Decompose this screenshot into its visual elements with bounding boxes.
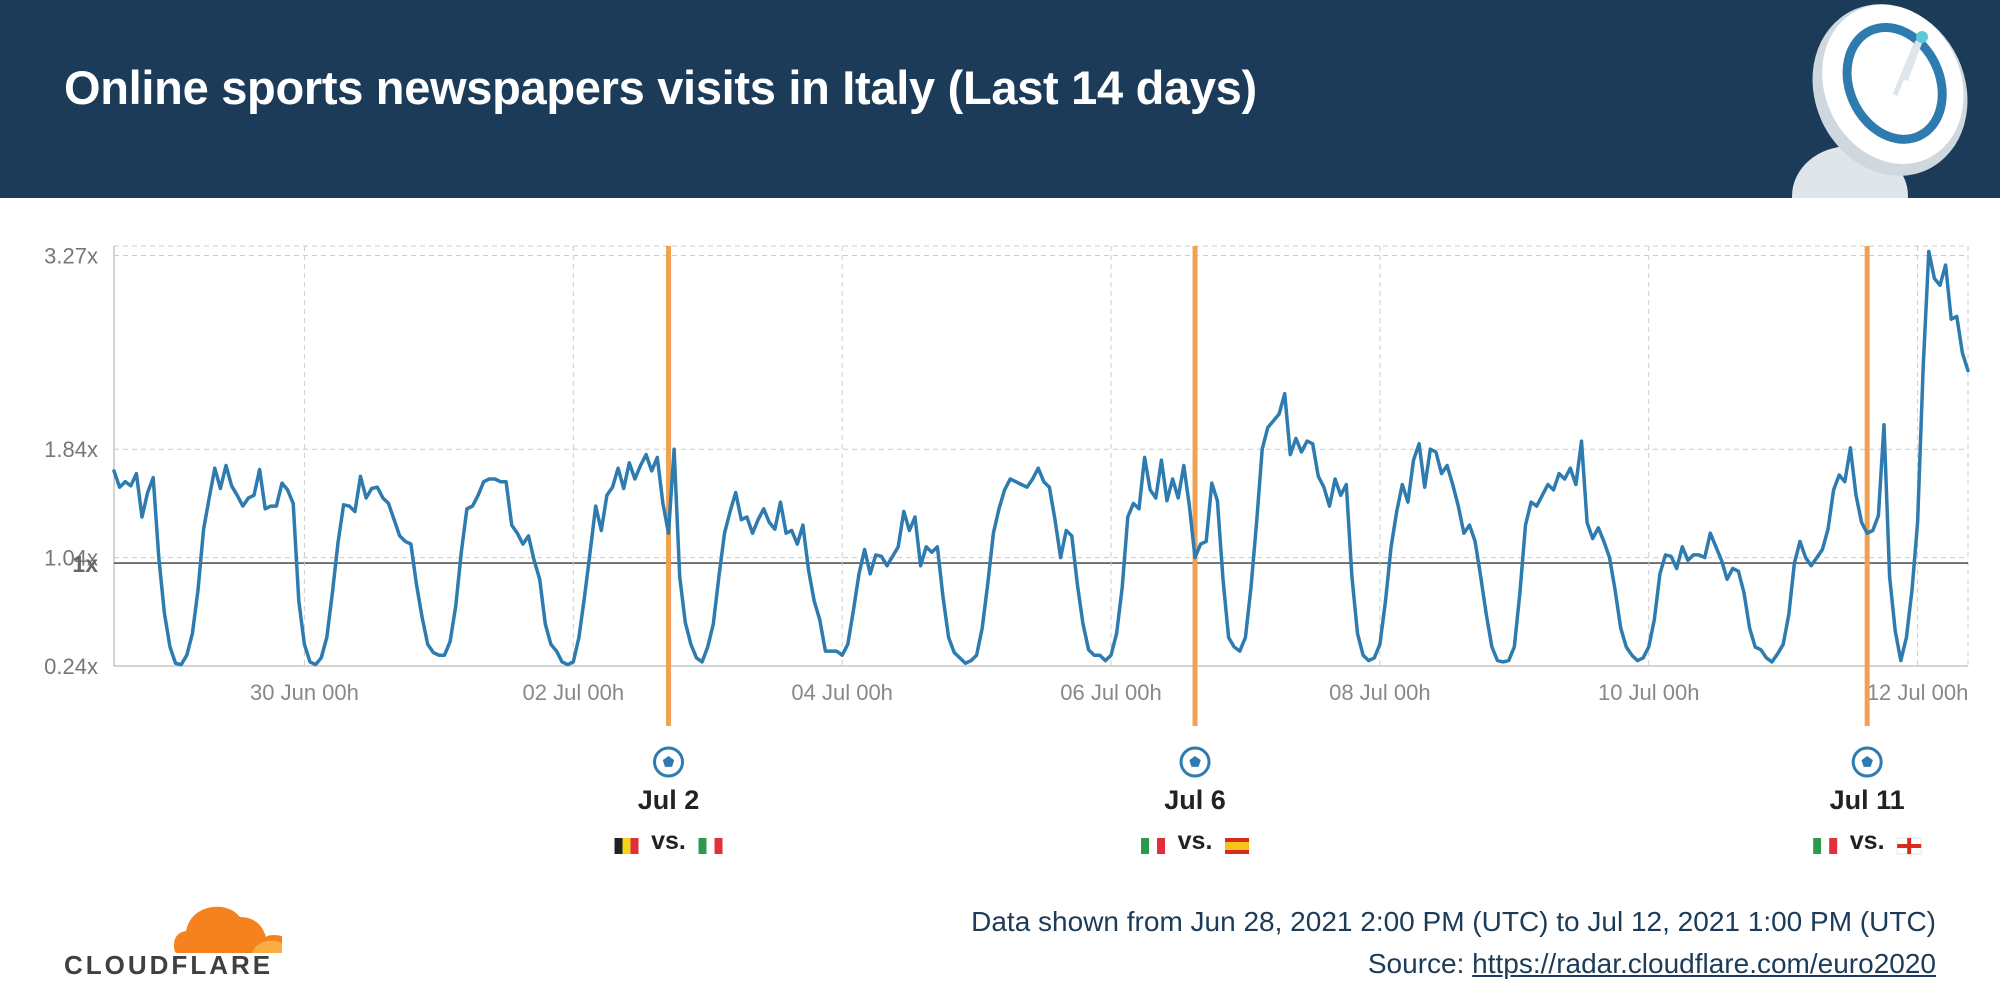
page-title: Online sports newspapers visits in Italy…	[64, 61, 1257, 114]
satellite-dish-icon	[1792, 4, 1968, 198]
x-tick-label: 06 Jul 00h	[1060, 680, 1162, 705]
cloudflare-logo	[174, 906, 282, 953]
flag-stripe	[1821, 838, 1830, 854]
football-patch	[1189, 756, 1201, 767]
header-banner: Online sports newspapers visits in Italy…	[0, 0, 2000, 198]
flag-right-icon	[1225, 838, 1250, 854]
football-icon	[1179, 746, 1211, 778]
football-patch	[662, 756, 675, 767]
y-tick-label: 1.04x	[44, 546, 98, 571]
flag-stripe	[706, 838, 715, 854]
x-tick-label: 02 Jul 00h	[523, 680, 625, 705]
flag-stripe	[698, 838, 707, 854]
match-vs-label: vs.	[1178, 827, 1213, 855]
flag-right-icon	[698, 838, 723, 854]
football-icon	[1851, 746, 1883, 778]
flag-left-icon	[1813, 838, 1838, 854]
baseline-label: 1x	[72, 551, 98, 577]
y-tick-label: 3.27x	[44, 243, 98, 268]
flag-stripe	[1157, 838, 1166, 854]
flag-band	[1225, 842, 1250, 850]
x-tick-label: 08 Jul 00h	[1329, 680, 1431, 705]
flag-stripe	[1813, 838, 1822, 854]
source-label: Source:	[1367, 948, 1473, 979]
source-link[interactable]: https://radar.cloudflare.com/euro2020	[1472, 948, 1936, 979]
x-tick-label: 30 Jun 00h	[250, 680, 359, 705]
flag-stripe	[714, 838, 723, 854]
flag-stripe	[1149, 838, 1158, 854]
x-tick-label: 04 Jul 00h	[791, 680, 893, 705]
match-date-label: Jul 11	[1830, 785, 1905, 815]
match-markers	[666, 246, 1870, 726]
football-icon	[653, 746, 685, 778]
y-tick-label: 0.24x	[44, 654, 98, 679]
chart-grid	[113, 245, 1969, 667]
x-tick-label: 12 Jul 00h	[1867, 680, 1969, 705]
data-range-text: Data shown from Jun 28, 2021 2:00 PM (UT…	[971, 906, 1936, 937]
flag-right-icon	[1896, 837, 1922, 855]
flag-stripe	[1141, 838, 1150, 854]
flag-stripe	[622, 838, 631, 854]
match-annotations: Jul 2 vs. Jul 6 vs. Jul 11 vs.	[614, 746, 1922, 855]
match-date-label: Jul 2	[638, 785, 700, 815]
flag-cross	[1897, 844, 1922, 848]
flag-stripe	[630, 838, 639, 854]
match-date-label: Jul 6	[1164, 785, 1226, 815]
match-vs-label: vs.	[651, 827, 686, 855]
chart: 3.27x 1.84x 1.04x 0.24x 1x 30 Jun 00h 02 Jul …	[44, 243, 1970, 855]
y-axis-ticks: 3.27x 1.84x 1.04x 0.24x 1x	[44, 243, 98, 679]
football-patch	[1861, 756, 1873, 767]
cloudflare-wordmark: CLOUDFLARE	[64, 950, 274, 980]
x-tick-label: 10 Jul 00h	[1598, 680, 1700, 705]
x-axis-ticks: 30 Jun 00h 02 Jul 00h 04 Jul 00h 06 Jul 00h…	[250, 680, 1968, 705]
y-tick-label: 1.84x	[44, 437, 98, 462]
source-line: Source: https://radar.cloudflare.com/eur…	[1368, 948, 1936, 980]
flag-stripe	[1829, 838, 1838, 854]
flag-left-icon	[1141, 838, 1166, 854]
match-vs-label: vs.	[1850, 827, 1885, 855]
flag-left-icon	[614, 838, 639, 854]
series-line	[112, 249, 1970, 667]
flag-stripe	[614, 838, 623, 854]
